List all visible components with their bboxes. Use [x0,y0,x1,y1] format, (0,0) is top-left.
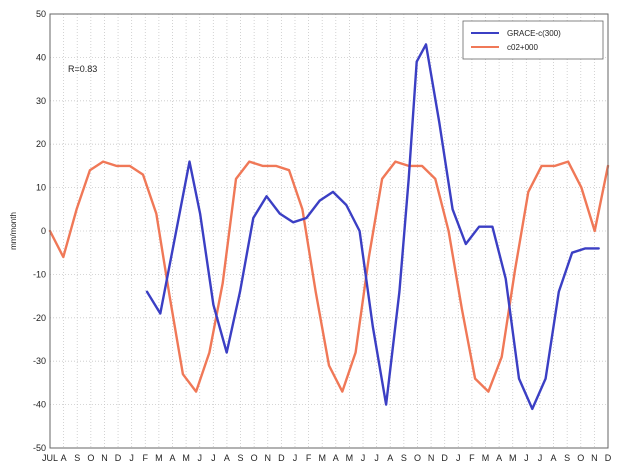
y-tick-label: 0 [41,226,46,236]
x-tick-label: N [101,453,108,463]
x-tick-label: D [115,453,122,463]
x-tick-label: A [551,453,557,463]
x-tick-label: S [564,453,570,463]
series-line [145,43,600,411]
x-tick-label: J [361,453,366,463]
x-tick-label: N [265,453,272,463]
y-tick-label: 40 [36,52,46,62]
legend-entry-c02: c02+000 [507,43,538,52]
x-tick-label: M [318,453,326,463]
y-tick-label: -10 [33,269,46,279]
x-tick-label: A [169,453,175,463]
x-tick-label: J [374,453,379,463]
x-tick-label: M [482,453,490,463]
x-tick-label: J [524,453,529,463]
x-tick-label: M [346,453,354,463]
x-tick-label: N [428,453,435,463]
legend: GRACE-c(300) c02+000 [462,20,604,60]
x-tick-label: D [605,453,612,463]
y-tick-label: -30 [33,356,46,366]
x-tick-label: JUL [42,453,58,463]
y-tick-label: -40 [33,400,46,410]
x-tick-label: J [456,453,461,463]
series-line [48,160,610,393]
x-tick-label: S [238,453,244,463]
y-tick-label: -50 [33,443,46,453]
x-tick-label: M [182,453,190,463]
x-tick-label: F [143,453,149,463]
correlation-annotation: R=0.83 [68,64,97,74]
x-tick-label: J [538,453,543,463]
x-tick-label: J [293,453,298,463]
x-tick-label: A [496,453,502,463]
x-tick-label: N [591,453,598,463]
x-tick-label: O [414,453,421,463]
x-tick-label: S [74,453,80,463]
x-tick-label: D [441,453,448,463]
x-tick-label: S [401,453,407,463]
x-tick-label: J [197,453,202,463]
x-tick-label: A [387,453,393,463]
x-tick-label: O [251,453,258,463]
x-tick-label: J [211,453,216,463]
x-tick-label: A [333,453,339,463]
x-tick-label: D [278,453,285,463]
x-tick-label: F [469,453,475,463]
x-tick-label: A [224,453,230,463]
legend-box [462,20,604,60]
x-tick-label: O [577,453,584,463]
x-tick-label: M [509,453,517,463]
series-layer [48,43,610,411]
x-tick-label: J [129,453,134,463]
grid-layer [49,13,609,449]
legend-entry-grace: GRACE-c(300) [507,29,561,38]
plot-frame [49,13,609,449]
y-tick-label: -20 [33,313,46,323]
y-axis-label: mm/month [9,212,18,250]
x-tick-label: A [61,453,67,463]
x-tick-label: M [155,453,163,463]
y-tick-label: 30 [36,96,46,106]
x-tick-label: F [306,453,312,463]
y-tick-label: 20 [36,139,46,149]
y-tick-label: 50 [36,9,46,19]
x-tick-label: O [87,453,94,463]
y-tick-label: 10 [36,183,46,193]
